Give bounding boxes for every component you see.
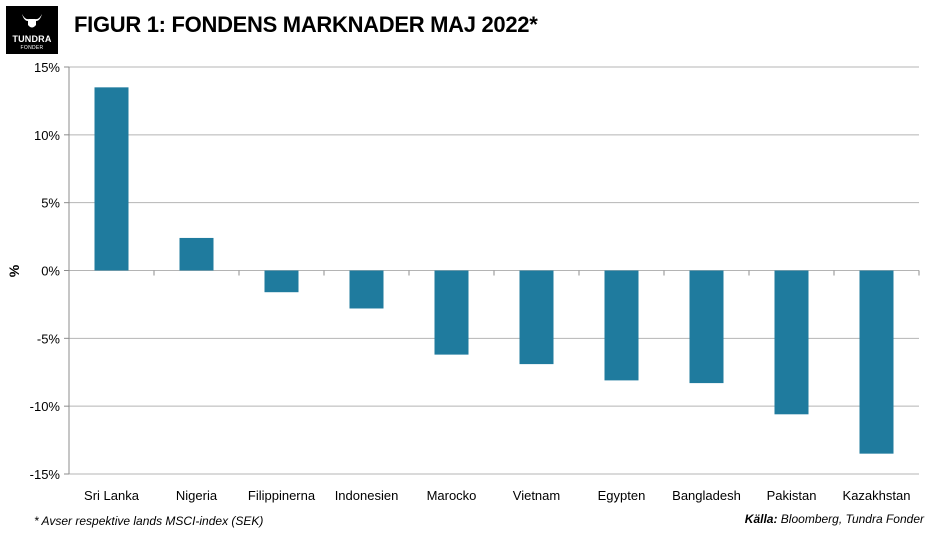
bar-kazakhstan	[859, 270, 894, 454]
x-tick-label: Nigeria	[176, 488, 218, 503]
x-tick-label: Sri Lanka	[84, 488, 140, 503]
x-tick-label: Bangladesh	[672, 488, 741, 503]
y-tick-label: 0%	[41, 264, 60, 279]
y-axis-label: %	[6, 264, 22, 277]
bar-egypten	[604, 270, 639, 381]
x-tick-label: Marocko	[427, 488, 477, 503]
bar-indonesien	[349, 270, 384, 309]
bar-marocko	[434, 270, 469, 355]
bar-bangladesh	[689, 270, 724, 384]
footnote: * Avser respektive lands MSCI-index (SEK…	[34, 514, 264, 528]
x-tick-label: Egypten	[598, 488, 646, 503]
x-tick-label: Pakistan	[767, 488, 817, 503]
y-tick-label: -10%	[30, 399, 61, 414]
x-tick-label: Vietnam	[513, 488, 560, 503]
y-tick-label: 15%	[34, 60, 60, 75]
x-tick-label: Kazakhstan	[843, 488, 911, 503]
y-tick-label: 5%	[41, 196, 60, 211]
bar-pakistan	[774, 270, 809, 415]
bar-filippinerna	[264, 270, 299, 293]
bars	[94, 87, 894, 454]
bar-vietnam	[519, 270, 554, 365]
logo-text: TUNDRA	[12, 34, 52, 44]
logo-subtext: FONDER	[20, 45, 44, 51]
x-tick-labels: Sri Lanka Nigeria Filippinerna Indonesien Ma…	[84, 488, 910, 503]
tundra-logo: TUNDRA FONDER	[6, 6, 58, 54]
y-tick-labels: 15% 10% 5% 0% -5% -10% -15%	[30, 60, 61, 482]
source-note: Källa: Bloomberg, Tundra Fonder	[745, 512, 924, 526]
y-tick-label: -15%	[30, 467, 61, 482]
x-tick-label: Filippinerna	[248, 488, 316, 503]
bull-icon	[22, 14, 42, 28]
bar-sri-lanka	[94, 87, 129, 271]
x-tick-label: Indonesien	[335, 488, 399, 503]
source-label: Källa:	[744, 512, 778, 526]
y-tick-label: 10%	[34, 128, 60, 143]
source-text: Bloomberg, Tundra Fonder	[777, 512, 924, 526]
chart-title: FIGUR 1: FONDENS MARKNADER MAJ 2022*	[74, 12, 538, 37]
bar-nigeria	[179, 237, 214, 271]
y-tick-label: -5%	[37, 331, 61, 346]
